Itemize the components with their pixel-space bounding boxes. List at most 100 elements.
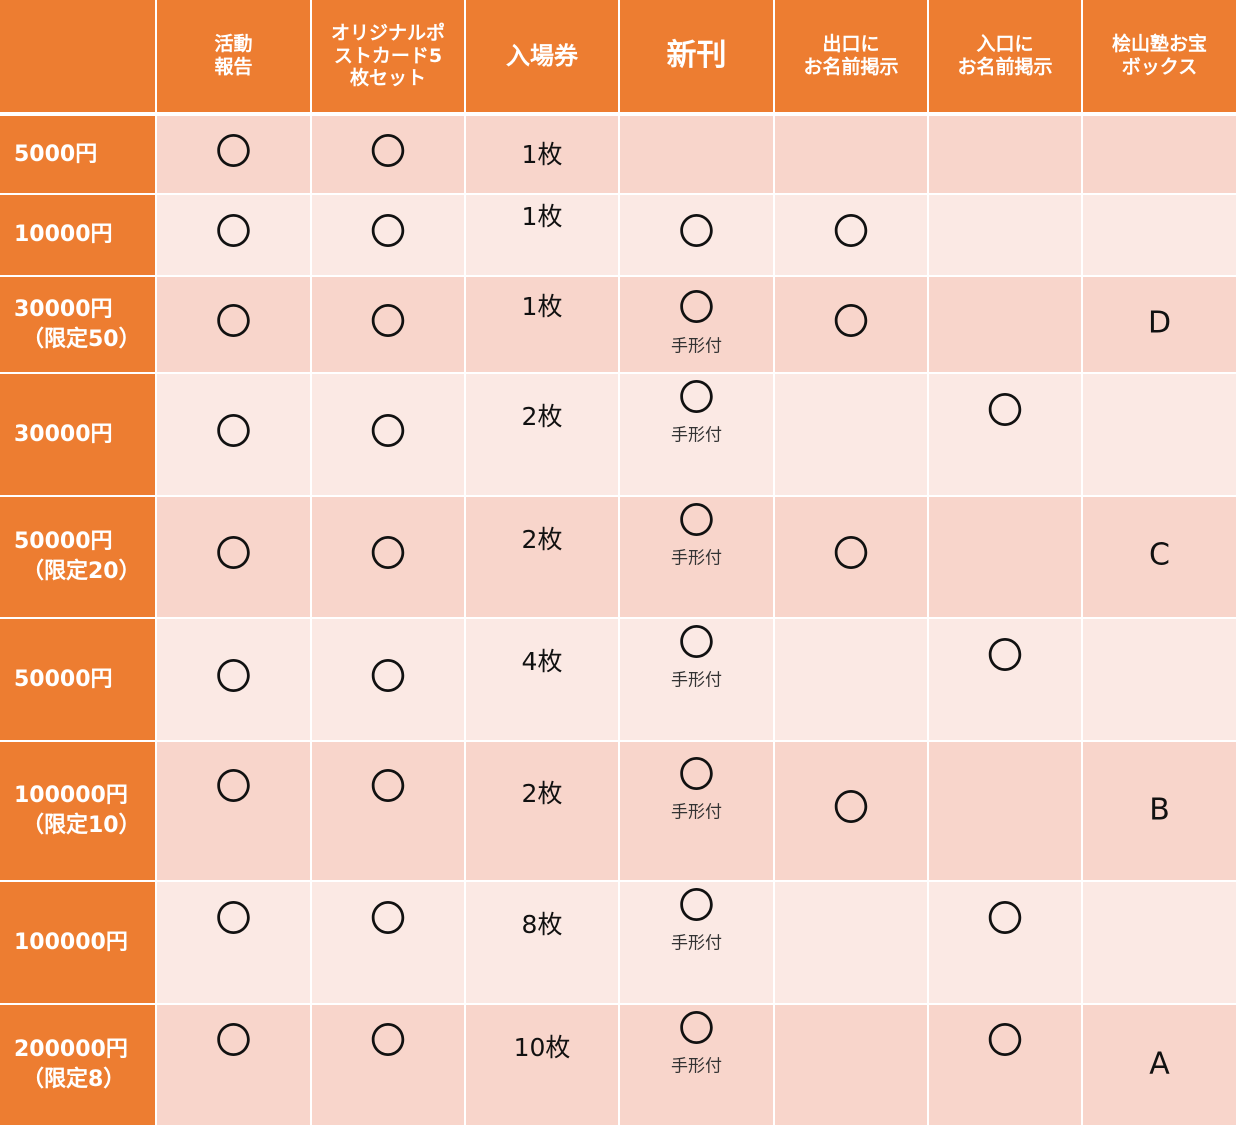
column-header-line: お名前掲示 (957, 56, 1053, 78)
circle-mark: 〇 (832, 302, 869, 343)
circle-mark: 〇 (832, 534, 869, 575)
ticket-count: 4枚 (521, 647, 563, 676)
table-cell: 〇 (929, 1005, 1081, 1125)
box-grade: B (1149, 792, 1170, 828)
circle-mark: 〇 (369, 899, 406, 940)
table-cell: 〇 (312, 116, 464, 193)
circle-mark: 〇 (678, 1009, 715, 1050)
column-header-line: 入場券 (506, 41, 578, 70)
table-cell (929, 497, 1081, 617)
table-cell: 〇 (157, 116, 310, 193)
table-cell: 〇 (312, 195, 464, 275)
column-header-line: 枚セット (349, 67, 426, 90)
table-cell (929, 195, 1081, 275)
table-cell: 8枚 (466, 882, 618, 1003)
table-cell: 4枚 (466, 619, 618, 740)
circle-mark: 〇 (986, 899, 1023, 940)
table-cell: 〇 (312, 619, 464, 740)
table-cell: 〇 (157, 619, 310, 740)
circle-mark: 〇 (678, 288, 715, 329)
column-header-line: お名前掲示 (803, 56, 899, 78)
circle-mark: 〇 (215, 412, 252, 453)
table-cell (1083, 882, 1236, 1003)
table-cell: 〇手形付 (620, 619, 773, 740)
circle-mark: 〇 (832, 788, 869, 829)
handprint-note: 手形付 (671, 802, 722, 823)
table-cell (775, 882, 927, 1003)
table-cell: 〇 (312, 374, 464, 495)
circle-mark: 〇 (678, 623, 715, 664)
column-header-line: 報告 (214, 56, 253, 78)
box-grade: D (1147, 305, 1172, 341)
circle-mark: 〇 (369, 302, 406, 343)
table-cell: 〇手形付 (620, 497, 773, 617)
row-header-line: 100000円 (14, 783, 128, 809)
column-header-line: オリジナルポ (330, 21, 445, 44)
table-cell: 1枚 (466, 116, 618, 193)
table-cell: 2枚 (466, 742, 618, 880)
circle-mark: 〇 (369, 412, 406, 453)
handprint-note: 手形付 (671, 933, 722, 954)
circle-mark: 〇 (215, 534, 252, 575)
circle-mark: 〇 (986, 1021, 1023, 1062)
circle-mark: 〇 (369, 1021, 406, 1062)
column-header-line: 新刊 (666, 38, 727, 73)
table-cell: 〇手形付 (620, 374, 773, 495)
table-cell (929, 277, 1081, 372)
row-header: 200000円 （限定8） (0, 1005, 155, 1125)
row-header-line: 200000円 (14, 1037, 128, 1063)
circle-mark: 〇 (678, 212, 715, 253)
row-header: 30000円 (0, 374, 155, 495)
table-cell (1083, 619, 1236, 740)
box-grade: A (1149, 1046, 1170, 1082)
handprint-note: 手形付 (671, 548, 722, 569)
circle-mark: 〇 (678, 755, 715, 796)
column-header: 入口に お名前掲示 (929, 0, 1081, 112)
table-cell: 〇 (157, 882, 310, 1003)
handprint-note: 手形付 (671, 336, 722, 357)
circle-mark: 〇 (369, 132, 406, 173)
table-cell: 〇 (157, 1005, 310, 1125)
row-header: 100000円 (0, 882, 155, 1003)
table-cell (929, 116, 1081, 193)
handprint-note: 手形付 (671, 425, 722, 446)
table-cell: 2枚 (466, 374, 618, 495)
ticket-count: 10枚 (513, 1033, 571, 1062)
circle-mark: 〇 (986, 636, 1023, 677)
table-cell: C (1083, 497, 1236, 617)
column-header-line: 桧山塾お宝 (1111, 33, 1207, 56)
circle-mark: 〇 (678, 886, 715, 927)
table-cell: 〇手形付 (620, 742, 773, 880)
column-header: 新刊 (620, 0, 773, 112)
row-header: 30000円 （限定50） (0, 277, 155, 372)
table-cell (1083, 116, 1236, 193)
circle-mark: 〇 (832, 212, 869, 253)
circle-mark: 〇 (678, 378, 715, 419)
table-cell (929, 742, 1081, 880)
table-cell: 〇手形付 (620, 277, 773, 372)
row-header-line: 5000円 (14, 141, 98, 167)
row-header-line: 50000円 (14, 666, 113, 692)
handprint-note: 手形付 (671, 670, 722, 691)
circle-mark: 〇 (215, 899, 252, 940)
circle-mark: 〇 (215, 212, 252, 253)
table-cell (775, 116, 927, 193)
column-header-line: 入口に (976, 33, 1034, 56)
table-cell (620, 116, 773, 193)
table-cell: 〇 (929, 619, 1081, 740)
row-header-line: （限定20） (22, 559, 141, 584)
handprint-note: 手形付 (671, 1056, 722, 1077)
row-header-line: 10000円 (14, 222, 113, 248)
table-cell: 〇 (929, 882, 1081, 1003)
table-cell: 〇 (929, 374, 1081, 495)
ticket-count: 1枚 (521, 202, 563, 231)
ticket-count: 2枚 (521, 525, 563, 554)
ticket-count: 1枚 (521, 140, 563, 169)
table-cell: 〇 (312, 1005, 464, 1125)
ticket-count: 2枚 (521, 402, 563, 431)
row-header: 100000円 （限定10） (0, 742, 155, 880)
table-cell: 2枚 (466, 497, 618, 617)
column-header: 活動 報告 (157, 0, 310, 112)
circle-mark: 〇 (215, 302, 252, 343)
table-cell: D (1083, 277, 1236, 372)
